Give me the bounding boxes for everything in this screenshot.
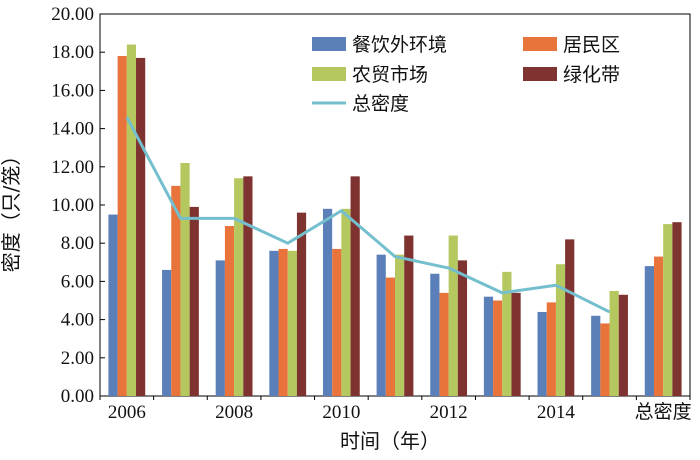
x-tick-label: 2014 — [537, 402, 576, 423]
bar-1-2011 — [376, 254, 386, 396]
y-tick-label: 18.00 — [51, 42, 94, 63]
legend-swatch-canyin — [312, 37, 346, 51]
bar-4-总密度 — [672, 222, 682, 396]
x-tick-label: 2012 — [430, 402, 468, 423]
bar-2-2011 — [385, 277, 395, 396]
bar-2-2007 — [171, 185, 181, 396]
bar-4-2008 — [243, 176, 253, 396]
y-tick-label: 0.00 — [61, 386, 94, 407]
plot-area: 0.00 2.00 4.00 6.00 8.00 10.00 12.00 14.00 16.00… — [51, 4, 691, 423]
bar-3-2008 — [234, 178, 244, 396]
bar-4-2007 — [189, 206, 199, 396]
legend-swatch-jumin — [523, 37, 557, 51]
bar-3-2006 — [126, 44, 137, 397]
legend-swatch-nongmao — [312, 67, 346, 81]
legend-label-total: 总密度 — [352, 93, 409, 115]
bar-1-2009 — [269, 250, 279, 396]
bar-4-2010 — [350, 176, 360, 396]
legend-swatch-lvhua — [523, 67, 557, 81]
bar-1-总密度 — [644, 266, 654, 396]
legend-label-canyin: 餐饮外环境 — [352, 34, 447, 56]
x-tick-label: 总密度 — [635, 401, 692, 423]
y-tick-label: 14.00 — [51, 119, 94, 140]
bar-1-2008 — [215, 260, 225, 396]
x-tick-label: 2010 — [322, 402, 360, 423]
bar-2-2008 — [224, 226, 235, 396]
bar-3-2009 — [287, 250, 297, 396]
bar-3-2014 — [555, 264, 566, 396]
bar-3-2013 — [502, 271, 512, 396]
bar-4-2014 — [565, 239, 575, 396]
bar-3-总密度 — [663, 224, 673, 396]
bar-2-2006 — [117, 56, 127, 397]
bar-3-2012 — [448, 235, 458, 396]
bar-2-总密度 — [653, 256, 664, 396]
bar-4-2015 — [618, 294, 628, 396]
bar-2-2009 — [278, 248, 288, 396]
legend-label-nongmao: 农贸市场 — [352, 64, 428, 86]
total-density-line — [125, 116, 611, 314]
bar-3-2007 — [180, 162, 190, 396]
y-axis-title: 密度（只/笼） — [0, 146, 23, 273]
bar-2-2014 — [546, 302, 556, 396]
bar-2-2012 — [439, 292, 449, 396]
y-tick-label: 6.00 — [61, 271, 94, 292]
y-tick-label: 2.00 — [61, 348, 94, 369]
bar-4-2011 — [404, 235, 414, 396]
bar-3-2015 — [609, 290, 619, 396]
legend-label-lvhua: 绿化带 — [563, 64, 620, 86]
bar-1-2015 — [591, 315, 601, 396]
bar-4-2013 — [511, 292, 521, 396]
bar-3-2011 — [395, 254, 405, 396]
y-tick-label: 4.00 — [61, 310, 94, 331]
x-tick-label: 2006 — [108, 402, 146, 423]
bar-3-2010 — [341, 208, 351, 396]
x-tick-label: 2008 — [215, 402, 253, 423]
bar-1-2010 — [322, 208, 333, 396]
bar-2-2013 — [493, 300, 503, 396]
y-tick-label: 10.00 — [51, 195, 94, 216]
bar-1-2013 — [483, 296, 494, 396]
y-tick-label: 8.00 — [61, 233, 94, 254]
y-tick-label: 16.00 — [51, 80, 94, 101]
y-tick-label: 12.00 — [51, 157, 94, 178]
y-tick-label: 20.00 — [51, 4, 94, 25]
bar-2-2015 — [600, 323, 610, 396]
bar-2-2010 — [332, 248, 342, 396]
legend: 餐饮外环境 居民区 农贸市场 绿化带 总密度 — [312, 34, 620, 115]
bar-4-2006 — [136, 57, 146, 397]
x-axis-title: 时间（年） — [340, 429, 440, 453]
bar-1-2012 — [430, 273, 440, 396]
legend-label-jumin: 居民区 — [563, 34, 620, 56]
bar-1-2007 — [162, 269, 172, 396]
bar-4-2012 — [457, 260, 468, 396]
bar-4-2009 — [296, 212, 307, 396]
bar-1-2006 — [108, 214, 118, 396]
bar-1-2014 — [537, 311, 547, 396]
